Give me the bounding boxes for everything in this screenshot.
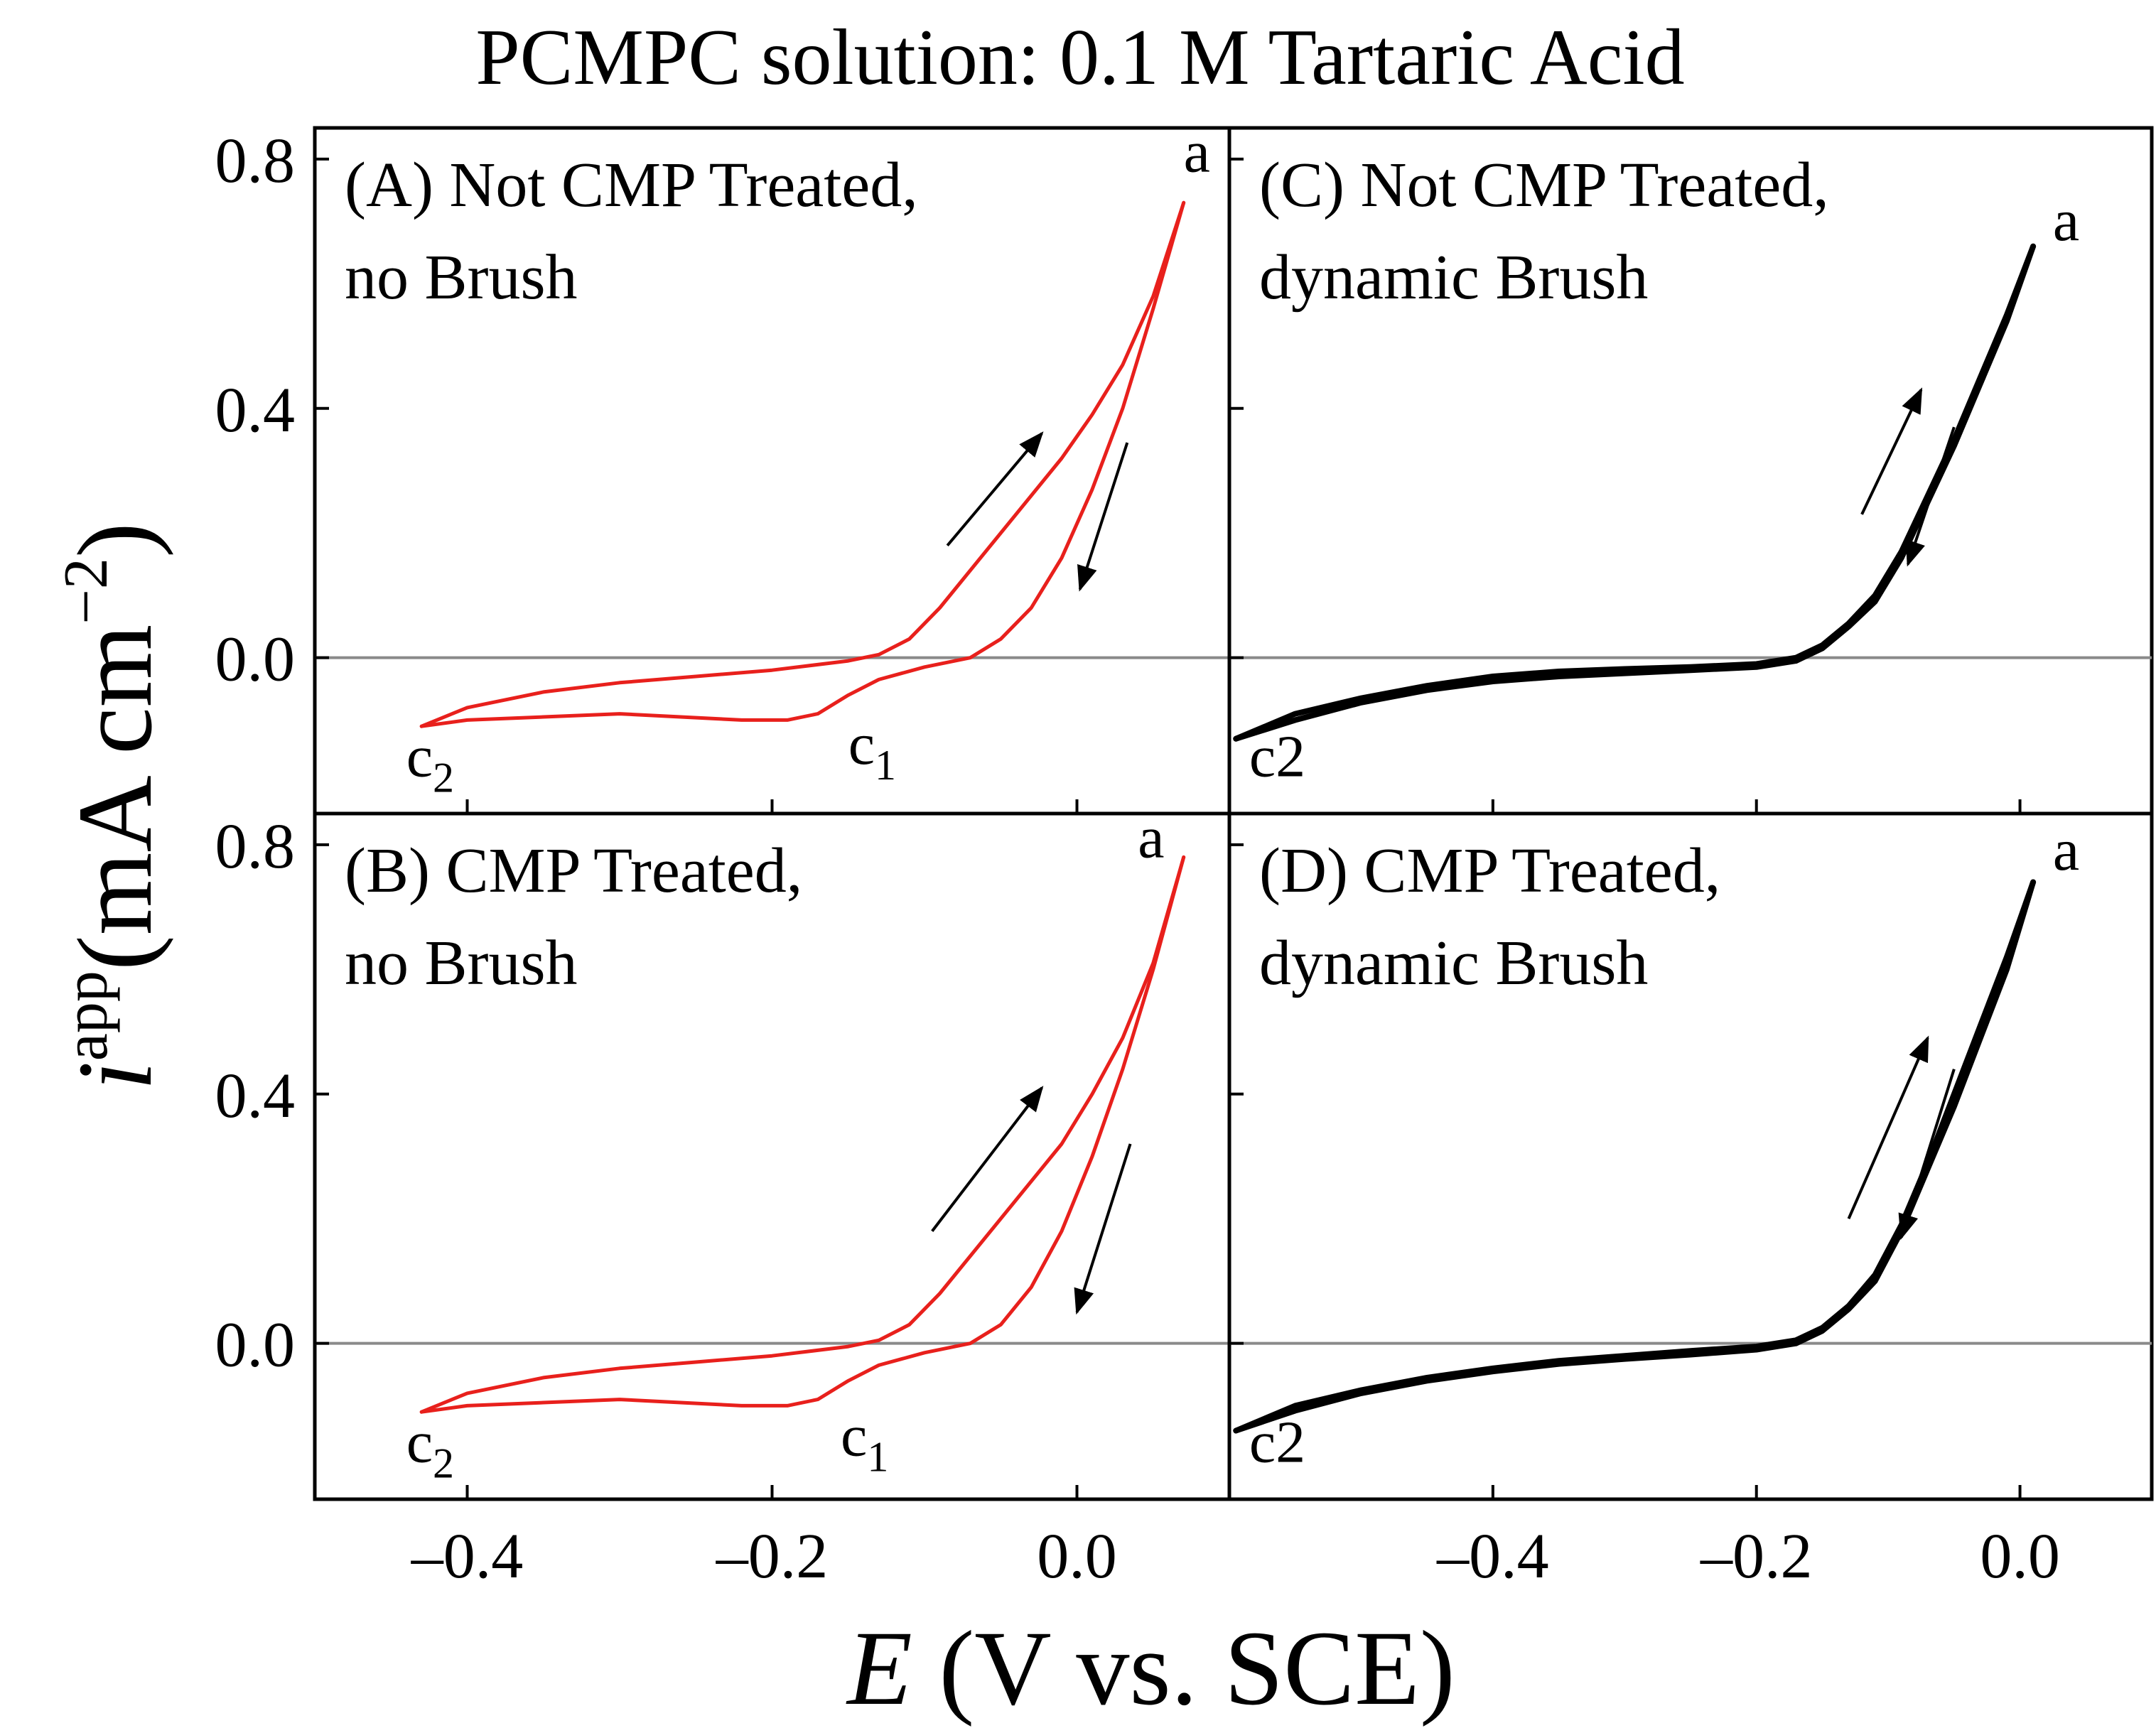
- panel-b: 0.0 0.4 0.8 –0.4 –0.2 0.0 (B) CMP Treated, no B…: [215, 804, 1231, 1592]
- panel-label-line2: dynamic Brush: [1259, 928, 1648, 998]
- y-axis-label-unit: (mA cm: [56, 625, 174, 971]
- y-tick-label: 0.8: [215, 811, 296, 882]
- panel-d: –0.4 –0.2 0.0 (D) CMP Treated, dynamic Brush…: [1227, 811, 2154, 1592]
- y-axis-label-superscript: app: [52, 971, 121, 1061]
- y-axis-label-symbol: i: [56, 1061, 174, 1091]
- panel-c: (C) Not CMP Treated, dynamic Brush a c2: [1227, 126, 2154, 816]
- peak-label: c2: [1249, 723, 1305, 789]
- peak-label: c1: [848, 711, 896, 789]
- y-tick-label: 0.0: [215, 625, 296, 695]
- scan-arrow: [931, 1086, 1044, 1232]
- peak-label: a: [1184, 119, 1210, 185]
- panel-a: 0.0 0.4 0.8 (A) Not CMP Treated, no Brush a c2…: [215, 119, 1231, 816]
- series-line: [419, 200, 1186, 728]
- scan-arrow: [1905, 426, 1956, 567]
- scan-arrow: [1860, 387, 1923, 515]
- y-axis-label-close: ): [56, 522, 174, 558]
- x-axis-label: E (V vs. SCE): [846, 1609, 1455, 1727]
- peak-label: a: [1138, 804, 1164, 870]
- figure-title: PCMPC solution: 0.1 M Tartaric Acid: [475, 14, 1684, 102]
- y-tick-label: 0.4: [215, 375, 296, 446]
- scan-arrow: [1847, 1035, 1929, 1220]
- peak-label: c2: [406, 723, 454, 801]
- panel-frame: [313, 126, 1231, 816]
- scan-arrow: [1077, 442, 1129, 592]
- series-line: [419, 200, 1186, 728]
- x-tick-label: –0.2: [1700, 1521, 1813, 1592]
- panel-label-line1: (C) Not CMP Treated,: [1259, 150, 1829, 220]
- scan-arrow: [1898, 1069, 1956, 1240]
- series-line: [1233, 243, 2037, 742]
- x-tick-label: 0.0: [1980, 1521, 2060, 1592]
- x-tick-label: –0.4: [411, 1521, 524, 1592]
- x-axis-label-text: (V vs. SCE): [912, 1609, 1455, 1727]
- peak-label: a: [2053, 188, 2079, 254]
- peak-label: a: [2053, 817, 2079, 883]
- y-axis-label: iapp(mA cm−2): [52, 522, 174, 1091]
- panel-label-line2: no Brush: [345, 928, 578, 998]
- scan-arrow: [946, 431, 1044, 547]
- y-tick-label: 0.0: [215, 1310, 296, 1381]
- panel-frame: [1227, 126, 2154, 816]
- series-line: [1233, 243, 2037, 742]
- x-axis-label-symbol: E: [846, 1609, 912, 1727]
- panel-label-line2: no Brush: [345, 242, 578, 313]
- panel-label-line1: (A) Not CMP Treated,: [345, 150, 918, 220]
- panel-frame: [1227, 811, 2154, 1501]
- panel-label-line1: (D) CMP Treated,: [1259, 836, 1720, 906]
- series-line: [419, 855, 1186, 1414]
- scan-arrow: [1074, 1143, 1132, 1315]
- panel-label-line1: (B) CMP Treated,: [345, 836, 802, 906]
- x-tick-label: 0.0: [1037, 1521, 1117, 1592]
- x-tick-label: –0.4: [1436, 1521, 1549, 1592]
- x-tick-label: –0.2: [716, 1521, 829, 1592]
- y-tick-label: 0.4: [215, 1061, 296, 1131]
- series-line: [1233, 879, 2037, 1434]
- y-axis-label-exponent: −2: [52, 558, 121, 625]
- peak-label: c2: [1249, 1409, 1305, 1475]
- peak-label: c1: [841, 1403, 888, 1481]
- series-line: [419, 855, 1186, 1414]
- peak-label: c2: [406, 1409, 454, 1486]
- y-tick-label: 0.8: [215, 126, 296, 196]
- panel-label-line2: dynamic Brush: [1259, 242, 1648, 313]
